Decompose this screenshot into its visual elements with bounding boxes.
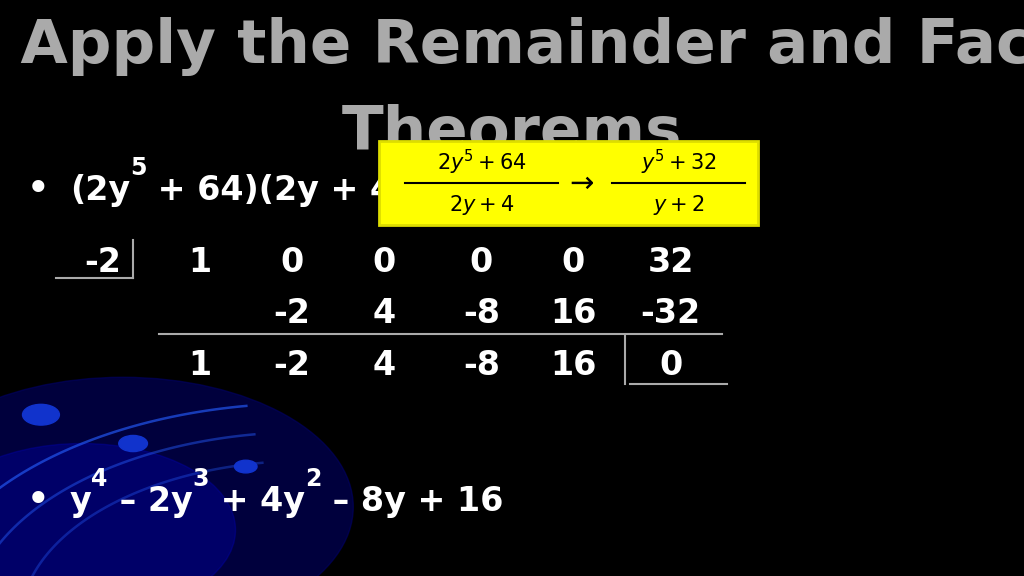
Text: y: y [70, 484, 91, 518]
Text: (2y: (2y [70, 173, 130, 207]
Text: 0: 0 [470, 245, 493, 279]
Text: 0: 0 [659, 349, 682, 382]
FancyBboxPatch shape [379, 141, 758, 225]
Text: 5.5 Apply the Remainder and Factor: 5.5 Apply the Remainder and Factor [0, 17, 1024, 76]
Circle shape [119, 435, 147, 452]
Text: 16: 16 [550, 297, 597, 331]
Text: Theorems: Theorems [342, 104, 682, 162]
Text: 5: 5 [130, 156, 146, 180]
Text: 2: 2 [305, 467, 322, 491]
Text: – 2y: – 2y [108, 484, 193, 518]
Text: 32: 32 [647, 245, 694, 279]
Text: $y+2$: $y+2$ [653, 192, 705, 217]
Text: $2y^5+64$: $2y^5+64$ [437, 148, 526, 177]
Circle shape [234, 460, 257, 473]
Text: -1: -1 [409, 156, 435, 180]
Text: – 8y + 16: – 8y + 16 [322, 484, 504, 518]
Text: 3: 3 [193, 467, 209, 491]
Text: 1: 1 [188, 349, 211, 382]
Text: -2: -2 [273, 297, 310, 331]
Text: 4: 4 [91, 467, 108, 491]
Text: $\rightarrow$: $\rightarrow$ [564, 169, 595, 197]
Text: + 4y: + 4y [209, 484, 305, 518]
Circle shape [23, 404, 59, 425]
Text: •: • [26, 169, 50, 211]
Text: 0: 0 [373, 245, 395, 279]
Text: 4: 4 [373, 349, 395, 382]
Text: -32: -32 [641, 297, 700, 331]
Ellipse shape [0, 377, 353, 576]
Text: 0: 0 [281, 245, 303, 279]
Text: -8: -8 [463, 349, 500, 382]
Text: 4: 4 [373, 297, 395, 331]
Text: $y^5+32$: $y^5+32$ [641, 148, 717, 177]
Ellipse shape [0, 444, 236, 576]
Text: -2: -2 [273, 349, 310, 382]
Text: 0: 0 [562, 245, 585, 279]
Text: $2y+4$: $2y+4$ [449, 192, 514, 217]
Text: -8: -8 [463, 297, 500, 331]
Text: 16: 16 [550, 349, 597, 382]
Text: -2: -2 [84, 245, 121, 279]
Text: •: • [26, 480, 50, 522]
Text: + 64)(2y + 4): + 64)(2y + 4) [146, 173, 409, 207]
Text: 1: 1 [188, 245, 211, 279]
